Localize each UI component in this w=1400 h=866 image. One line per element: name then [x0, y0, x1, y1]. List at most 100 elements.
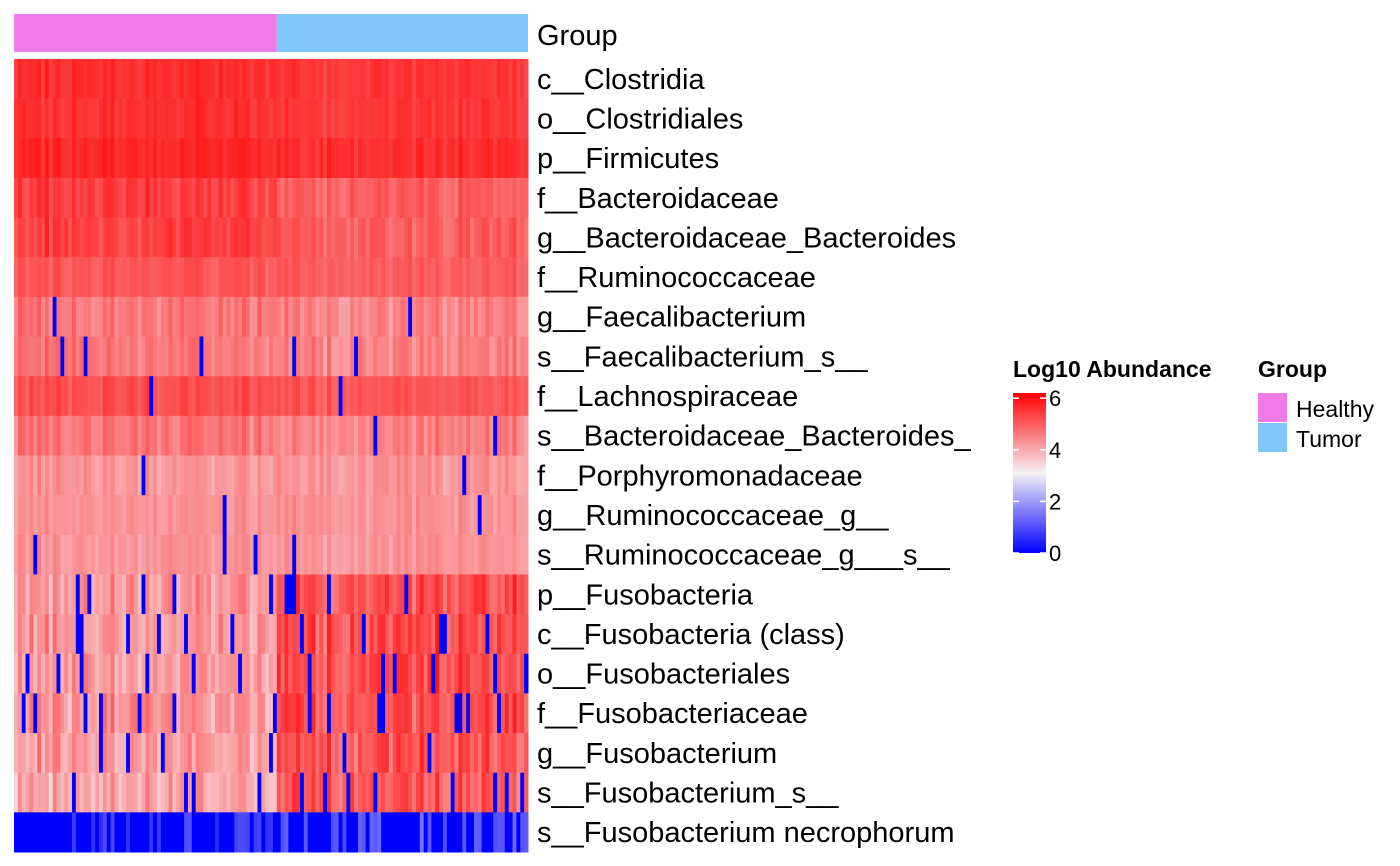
heatmap-cell: [276, 415, 282, 456]
heatmap-cell: [253, 653, 258, 694]
heatmap-cell: [357, 455, 363, 496]
heatmap-cell: [470, 812, 475, 853]
heatmap-cell: [126, 376, 131, 417]
heatmap-cell: [365, 574, 371, 615]
heatmap-cell: [272, 772, 278, 813]
heatmap-cell: [377, 455, 382, 496]
heatmap-cell: [481, 495, 486, 536]
heatmap-cell: [307, 415, 313, 456]
heatmap-cell: [234, 495, 239, 536]
heatmap-cell: [230, 574, 235, 615]
heatmap-cell: [218, 455, 224, 496]
heatmap-cell: [52, 296, 58, 338]
heatmap-cell: [307, 733, 313, 774]
heatmap-cell: [126, 177, 131, 219]
heatmap-cell: [265, 693, 270, 734]
heatmap-cell: [315, 614, 320, 655]
heatmap-cell: [91, 455, 96, 496]
heatmap-cell: [377, 257, 382, 298]
heatmap-cell: [149, 772, 154, 813]
heatmap-cell: [307, 574, 313, 615]
heatmap-cell: [52, 415, 58, 456]
heatmap-cell: [334, 534, 340, 575]
heatmap-cell: [508, 177, 514, 219]
heatmap-cell: [195, 376, 200, 417]
heatmap-cell: [133, 59, 139, 100]
heatmap-cell: [365, 257, 371, 298]
heatmap-cell: [400, 177, 405, 219]
heatmap-cell: [234, 574, 239, 615]
heatmap-cell: [442, 217, 448, 258]
heatmap-cell: [454, 772, 459, 813]
heatmap-cell: [412, 336, 417, 377]
heatmap-cell: [369, 98, 374, 139]
heatmap-cell: [79, 614, 85, 655]
heatmap-cell: [419, 733, 425, 774]
heatmap-cell: [477, 336, 483, 377]
heatmap-cell: [330, 138, 336, 179]
heatmap-cell: [485, 138, 490, 179]
heatmap-cell: [419, 257, 425, 298]
heatmap-cell: [44, 495, 50, 536]
heatmap-cell: [153, 772, 158, 813]
heatmap-cell: [512, 177, 517, 219]
heatmap-cell: [284, 772, 289, 813]
heatmap-cell: [29, 257, 34, 298]
heatmap-cell: [354, 415, 359, 456]
heatmap-cell: [218, 177, 224, 219]
heatmap-cell: [508, 217, 514, 258]
heatmap-cell: [396, 733, 401, 774]
row-label: s__Fusobacterium necrophorum: [537, 817, 954, 849]
heatmap-cell: [296, 138, 301, 179]
heatmap-cell: [214, 98, 220, 139]
heatmap-cell: [392, 98, 398, 139]
heatmap-cell: [261, 495, 266, 536]
heatmap-cell: [172, 138, 177, 179]
heatmap-cell: [470, 376, 475, 417]
heatmap-cell: [327, 336, 332, 377]
heatmap-cell: [280, 614, 286, 655]
heatmap-cell: [369, 177, 374, 219]
heatmap-cell: [296, 495, 301, 536]
heatmap-cell: [520, 772, 525, 813]
heatmap-cell: [288, 574, 293, 615]
heatmap-cell: [160, 415, 166, 456]
heatmap-cell: [79, 733, 85, 774]
heatmap-cell: [141, 614, 146, 655]
heatmap-cell: [25, 772, 30, 813]
heatmap-cell: [245, 138, 251, 179]
heatmap-cell: [481, 376, 486, 417]
color-legend-title: Log10 Abundance: [1013, 356, 1212, 382]
heatmap-cell: [508, 98, 514, 139]
heatmap-cell: [129, 614, 135, 655]
heatmap-cell: [500, 733, 506, 774]
heatmap-cell: [485, 455, 490, 496]
heatmap-cell: [68, 376, 73, 417]
heatmap-cell: [477, 614, 483, 655]
heatmap-cell: [423, 138, 429, 179]
heatmap-cell: [481, 336, 486, 377]
heatmap-cell: [338, 336, 343, 377]
heatmap-cell: [350, 415, 355, 456]
heatmap-cell: [446, 534, 452, 575]
heatmap-cell: [516, 59, 521, 100]
heatmap-cell: [226, 296, 231, 338]
heatmap-cell: [214, 415, 220, 456]
heatmap-cell: [431, 495, 436, 536]
heatmap-cell: [110, 693, 115, 734]
heatmap-cell: [288, 98, 293, 139]
heatmap-cell: [133, 376, 139, 417]
heatmap-cell: [299, 336, 305, 377]
heatmap-cell: [106, 98, 112, 139]
heatmap-cell: [357, 217, 363, 258]
heatmap-cell: [512, 98, 517, 139]
heatmap-cell: [149, 495, 154, 536]
heatmap-cell: [141, 177, 146, 219]
heatmap-cell: [439, 177, 444, 219]
heatmap-cell: [33, 336, 38, 377]
heatmap-cell: [485, 217, 490, 258]
heatmap-cell: [87, 653, 92, 694]
heatmap-cell: [168, 257, 173, 298]
heatmap-cell: [354, 336, 359, 377]
row-label: p__Fusobacteria: [537, 579, 754, 611]
